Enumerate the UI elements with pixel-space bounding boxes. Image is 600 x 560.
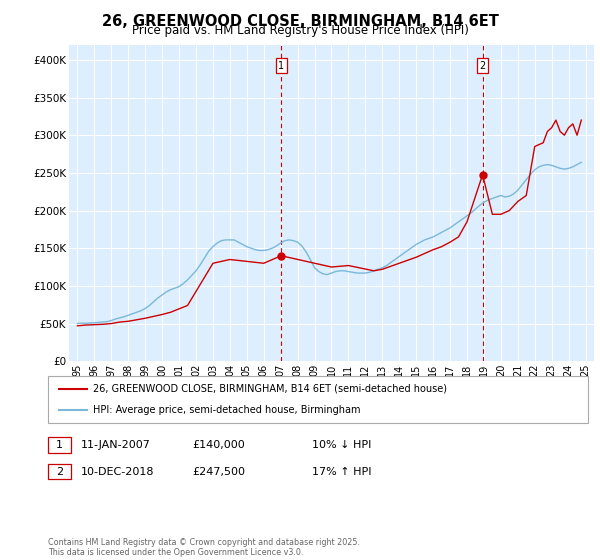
- Text: £247,500: £247,500: [192, 466, 245, 477]
- Text: HPI: Average price, semi-detached house, Birmingham: HPI: Average price, semi-detached house,…: [93, 405, 361, 416]
- Text: 26, GREENWOOD CLOSE, BIRMINGHAM, B14 6ET: 26, GREENWOOD CLOSE, BIRMINGHAM, B14 6ET: [101, 14, 499, 29]
- Text: 10-DEC-2018: 10-DEC-2018: [81, 466, 155, 477]
- Text: 26, GREENWOOD CLOSE, BIRMINGHAM, B14 6ET (semi-detached house): 26, GREENWOOD CLOSE, BIRMINGHAM, B14 6ET…: [93, 384, 447, 394]
- Text: 2: 2: [479, 60, 485, 71]
- Text: 1: 1: [56, 440, 63, 450]
- Text: Contains HM Land Registry data © Crown copyright and database right 2025.
This d: Contains HM Land Registry data © Crown c…: [48, 538, 360, 557]
- Text: Price paid vs. HM Land Registry's House Price Index (HPI): Price paid vs. HM Land Registry's House …: [131, 24, 469, 36]
- Text: 11-JAN-2007: 11-JAN-2007: [81, 440, 151, 450]
- Text: 2: 2: [56, 466, 63, 477]
- Text: 17% ↑ HPI: 17% ↑ HPI: [312, 466, 371, 477]
- Text: 1: 1: [278, 60, 284, 71]
- Text: £140,000: £140,000: [192, 440, 245, 450]
- Text: 10% ↓ HPI: 10% ↓ HPI: [312, 440, 371, 450]
